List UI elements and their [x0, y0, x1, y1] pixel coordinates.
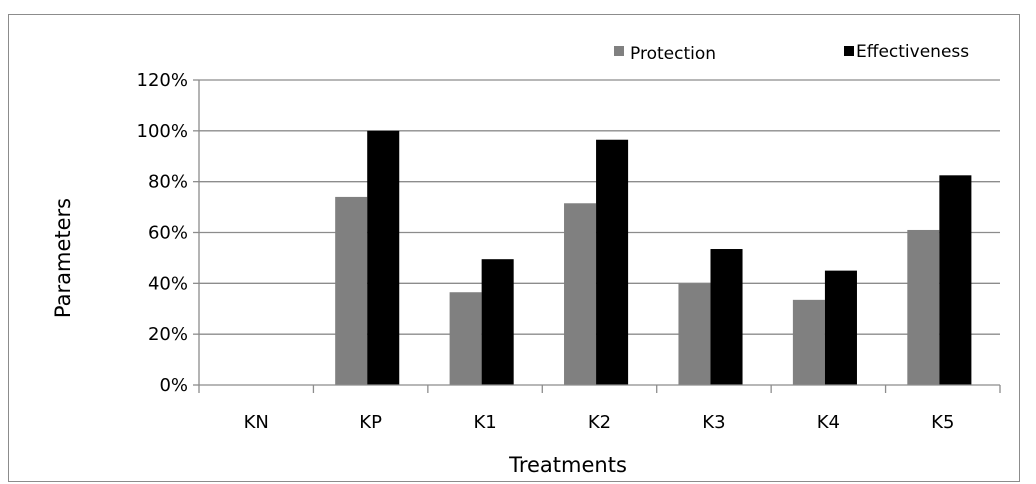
x-tick-label: KP [359, 412, 382, 433]
legend-swatch-effectiveness [844, 46, 854, 56]
bar-protection-k5 [907, 229, 940, 385]
y-tick-label: 80% [148, 172, 188, 193]
bar-protection-k4 [792, 299, 825, 385]
legend-label-effectiveness: Effectiveness [856, 42, 969, 62]
y-tick-label: 20% [148, 324, 188, 345]
legend: Protection Effectiveness [614, 42, 969, 64]
x-tick-label: K5 [931, 412, 954, 433]
x-tick-label: K2 [588, 412, 611, 433]
y-tick-label: 40% [148, 273, 188, 294]
x-tick-label: K1 [473, 412, 496, 433]
chart-frame [8, 14, 1020, 482]
y-axis-title: Parameters [51, 198, 75, 318]
y-tick-label: 100% [137, 121, 188, 142]
x-axis-title: Treatments [508, 453, 627, 477]
bar-effectiveness-k4 [824, 270, 857, 385]
y-tick-label: 120% [137, 70, 188, 91]
bar-protection-k3 [678, 283, 711, 385]
y-tick-label: 0% [159, 375, 188, 396]
axes [198, 80, 1001, 393]
bar-protection-kp [335, 196, 368, 385]
x-tick-labels: KN KP K1 K2 K3 K4 K5 [244, 412, 955, 433]
bar-effectiveness-k5 [939, 175, 972, 385]
x-tick-label: K4 [817, 412, 840, 433]
legend-swatch-protection [614, 46, 624, 56]
y-tick-label: 60% [148, 223, 188, 244]
bar-effectiveness-k3 [710, 249, 743, 385]
y-tick-labels: 0% 20% 40% 60% 80% 100% 120% [137, 70, 188, 396]
bar-effectiveness-k2 [596, 139, 629, 385]
legend-label-protection: Protection [630, 44, 716, 64]
bar-protection-k2 [564, 203, 597, 385]
bar-protection-k1 [449, 292, 482, 385]
x-tick-label: K3 [702, 412, 725, 433]
bar-effectiveness-k1 [481, 259, 514, 385]
x-tick-label: KN [244, 412, 269, 433]
bar-effectiveness-kp [367, 130, 400, 385]
bars [335, 130, 972, 385]
